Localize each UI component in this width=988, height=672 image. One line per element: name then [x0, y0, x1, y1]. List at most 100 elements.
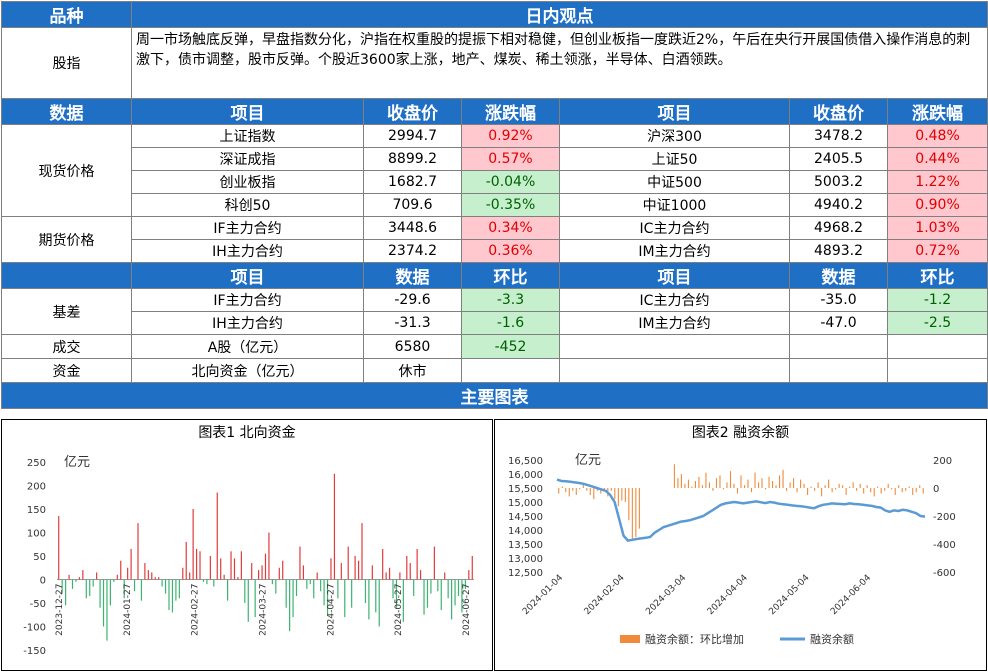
- empty-cell: [789, 358, 888, 383]
- spot-close: 3478.2: [789, 124, 888, 148]
- basis-value: -29.6: [363, 288, 462, 312]
- spot-price-label: 现货价格: [1, 124, 132, 217]
- spot-close: 1682.7: [363, 170, 462, 194]
- spot-name: 上证指数: [131, 124, 364, 148]
- futures-price-label: 期货价格: [1, 216, 132, 263]
- spot-change: 1.22%: [886, 170, 988, 194]
- chart1-ylabel: 亿元: [64, 455, 90, 470]
- chart2-ytick-left: 14,000: [508, 526, 543, 537]
- chart2-xtick: 2024-04-04: [706, 573, 750, 617]
- spot-close: 709.6: [363, 193, 462, 217]
- spot-change: 0.90%: [886, 193, 988, 217]
- futures-close: 4893.2: [789, 239, 888, 263]
- spot-change: -0.04%: [461, 170, 560, 194]
- chart2-ytick-left: 16,500: [508, 456, 543, 467]
- chart1-xtick: 2024-05-27: [394, 584, 404, 636]
- spot-name: 中证1000: [559, 193, 790, 217]
- chart2-legend-change-swatch: [620, 635, 640, 643]
- funds-item: 北向资金（亿元）: [131, 358, 364, 383]
- charts-header: 主要图表: [0, 382, 988, 409]
- futures-close: 2374.2: [363, 239, 462, 263]
- chart2-ytick-left: 15,000: [508, 498, 543, 509]
- chart2-ytick-left: 12,500: [508, 568, 543, 579]
- funds-label: 资金: [1, 358, 132, 383]
- basis-header-blank: [1, 262, 132, 289]
- chart1-ytick: 0: [40, 576, 46, 587]
- futures-name: IC主力合约: [559, 216, 790, 240]
- basis-name: IC主力合约: [559, 288, 790, 312]
- basis-mom: -1.6: [461, 311, 560, 335]
- spot-change: 0.92%: [461, 124, 560, 148]
- chart2-ytick-right: 200: [933, 456, 952, 467]
- price-header-close-left: 收盘价: [363, 98, 462, 125]
- spot-change: 0.57%: [461, 147, 560, 171]
- chart2-panel: 图表2 融资余额 16,500 16,000 15,500 15,000 14,500 1…: [494, 419, 987, 671]
- chart2-ytick-left: 16,000: [508, 470, 543, 481]
- header-intraday-view: 日内观点: [130, 1, 988, 28]
- chart2-ytick-right: -600: [933, 568, 956, 579]
- chart1-panel: 图表1 北向资金 250 200 150 100 50 0 -50 -100 -150 亿元 202…: [1, 419, 493, 671]
- chart1-ytick: -100: [23, 623, 46, 634]
- chart1-ytick: 250: [27, 458, 46, 469]
- volume-item: A股（亿元）: [131, 334, 364, 359]
- basis-mom: -1.2: [886, 288, 988, 312]
- chart1-ytick: 200: [27, 482, 46, 493]
- chart2-xtick: 2024-03-04: [644, 573, 688, 617]
- chart1-ytick: -150: [23, 646, 46, 657]
- basis-header-data-right: 数据: [789, 262, 888, 289]
- basis-value: -35.0: [789, 288, 888, 312]
- stock-index-label: 股指: [1, 27, 132, 99]
- chart2-ytick-left: 13,000: [508, 554, 543, 565]
- chart1-xtick: 2024-04-27: [326, 584, 336, 636]
- spot-name: 上证50: [559, 147, 790, 171]
- spot-close: 4940.2: [789, 193, 888, 217]
- empty-cell: [886, 334, 988, 359]
- spot-change: -0.35%: [461, 193, 560, 217]
- basis-header-item-left: 项目: [131, 262, 364, 289]
- empty-cell: [789, 334, 888, 359]
- futures-change: 0.36%: [461, 239, 560, 263]
- chart2-ytick-left: 14,500: [508, 512, 543, 523]
- basis-header-item-right: 项目: [559, 262, 790, 289]
- volume-change: -452: [461, 334, 560, 359]
- basis-name: IM主力合约: [559, 311, 790, 335]
- chart1-xtick: 2023-12-27: [55, 584, 65, 636]
- spot-close: 2405.5: [789, 147, 888, 171]
- empty-cell: [559, 358, 790, 383]
- basis-header-mom-right: 环比: [886, 262, 988, 289]
- empty-cell: [461, 358, 560, 383]
- volume-label: 成交: [1, 334, 132, 359]
- chart1-xtick: 2024-03-27: [259, 584, 269, 636]
- basis-header-mom-left: 环比: [461, 262, 560, 289]
- stock-index-comment: 周一市场触底反弹，早盘指数分化，沪指在权重股的提振下相对稳健，但创业板指一度跌近…: [130, 27, 988, 99]
- chart2-ytick-right: -400: [933, 540, 956, 551]
- spot-name: 深证成指: [131, 147, 364, 171]
- spot-change: 0.44%: [886, 147, 988, 171]
- spot-name: 中证500: [559, 170, 790, 194]
- chart2-ytick-right: 0: [933, 484, 939, 495]
- spot-change: 0.48%: [886, 124, 988, 148]
- chart1-ytick: 150: [27, 505, 46, 516]
- basis-label: 基差: [1, 288, 132, 335]
- chart2-ytick-left: 13,500: [508, 540, 543, 551]
- funds-value: 休市: [363, 358, 462, 383]
- basis-value: -47.0: [789, 311, 888, 335]
- chart2-balance-line: [556, 478, 926, 542]
- basis-value: -31.3: [363, 311, 462, 335]
- chart1-xtick: 2024-06-27: [462, 584, 472, 636]
- spot-name: 科创50: [131, 193, 364, 217]
- basis-name: IF主力合约: [131, 288, 364, 312]
- volume-value: 6580: [363, 334, 462, 359]
- price-header-data: 数据: [1, 98, 132, 125]
- futures-change: 1.03%: [886, 216, 988, 240]
- basis-mom: -3.3: [461, 288, 560, 312]
- header-variety: 品种: [1, 1, 132, 28]
- chart2-xtick: 2024-05-04: [767, 573, 811, 617]
- chart2-ytick-right: -200: [933, 512, 956, 523]
- chart2-legend-change-label: 融资余额：环比增加: [645, 632, 744, 646]
- chart1-ytick: 100: [27, 529, 46, 540]
- price-header-item-right: 项目: [559, 98, 790, 125]
- chart1-xtick: 2024-01-27: [123, 584, 133, 636]
- chart2-title: 图表2 融资余额: [691, 425, 790, 441]
- chart2-xtick: 2024-06-04: [829, 573, 873, 617]
